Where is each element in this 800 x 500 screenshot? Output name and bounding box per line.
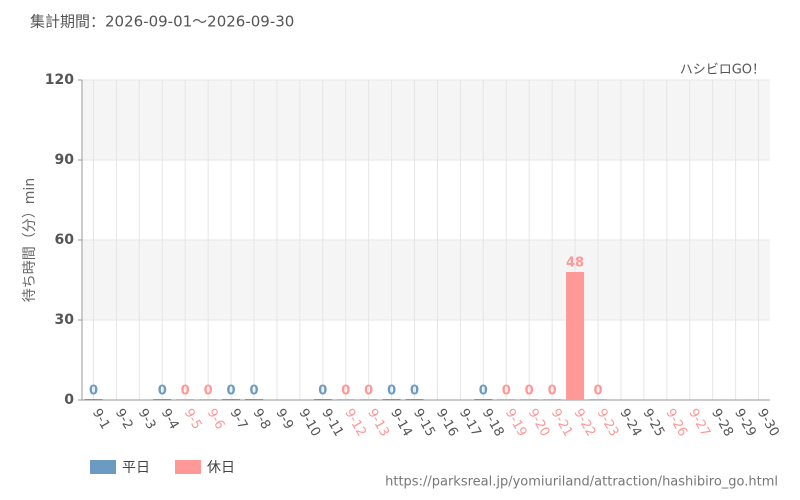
bar <box>405 399 424 400</box>
x-tick-label: 9-7 <box>227 406 251 432</box>
x-tick-label: 9-17 <box>456 406 484 439</box>
data-label: 0 <box>204 384 213 399</box>
x-tick-label: 9-15 <box>410 406 438 439</box>
x-tick-label: 9-5 <box>181 406 205 432</box>
bar <box>222 399 241 400</box>
bar <box>336 399 355 400</box>
y-tick-label: 30 <box>55 312 75 328</box>
band <box>82 80 770 160</box>
x-tick-label: 9-1 <box>89 406 113 432</box>
x-tick-label: 9-8 <box>250 406 274 432</box>
bar <box>520 399 539 400</box>
bar <box>543 399 562 400</box>
x-tick-label: 9-29 <box>731 406 759 439</box>
data-label: 0 <box>227 384 236 399</box>
x-tick-label: 9-21 <box>548 406 576 439</box>
data-label: 0 <box>593 384 602 399</box>
x-tick-label: 9-18 <box>479 406 507 439</box>
data-label: 0 <box>364 384 373 399</box>
y-tick-label: 90 <box>55 152 75 168</box>
legend-label: 休日 <box>207 460 235 476</box>
bar <box>566 272 585 400</box>
x-tick-label: 9-23 <box>594 406 622 439</box>
data-label: 0 <box>525 384 534 399</box>
x-tick-label: 9-25 <box>639 406 667 439</box>
x-tick-label: 9-14 <box>387 406 415 439</box>
x-tick-label: 9-24 <box>616 406 644 439</box>
data-label: 0 <box>318 384 327 399</box>
x-tick-label: 9-22 <box>571 406 599 439</box>
bar <box>589 399 607 400</box>
watermark: ハシビロGO！ <box>680 63 765 78</box>
x-tick-label: 9-16 <box>433 406 461 439</box>
y-tick-label: 60 <box>55 232 75 248</box>
x-tick-label: 9-6 <box>204 406 228 432</box>
data-label: 0 <box>249 384 258 399</box>
x-tick-label: 9-2 <box>112 406 136 432</box>
x-tick-label: 9-26 <box>662 406 690 439</box>
x-tick-label: 9-10 <box>295 406 323 439</box>
x-tick-label: 9-28 <box>708 406 736 439</box>
data-label: 0 <box>158 384 167 399</box>
x-tick-label: 9-3 <box>135 406 159 432</box>
source: https://parksreal.jp/yomiuriland/attract… <box>385 475 778 490</box>
bar <box>382 399 401 400</box>
data-label: 0 <box>502 384 511 399</box>
legend-label: 平日 <box>122 460 150 476</box>
legend-swatch <box>175 460 201 474</box>
x-tick-label: 9-4 <box>158 406 182 432</box>
data-label: 0 <box>181 384 190 399</box>
bar <box>84 399 103 400</box>
x-tick-label: 9-30 <box>754 406 782 439</box>
y-tick-label: 0 <box>64 392 74 408</box>
x-tick-label: 9-20 <box>525 406 553 439</box>
data-label: 0 <box>410 384 419 399</box>
legend-swatch <box>90 460 116 474</box>
x-tick-label: 9-19 <box>502 406 530 439</box>
chart-title: 集計期間：2026-09-01〜2026-09-30 <box>30 13 294 31</box>
y-tick-label: 120 <box>45 72 74 88</box>
x-tick-label: 9-13 <box>364 406 392 439</box>
data-label: 48 <box>566 256 584 271</box>
x-tick-label: 9-9 <box>272 406 296 432</box>
bar <box>474 399 493 400</box>
data-label: 0 <box>89 384 98 399</box>
data-label: 0 <box>479 384 488 399</box>
data-label: 0 <box>341 384 350 399</box>
y-axis-title: 待ち時間（分）min <box>22 178 38 302</box>
x-tick-label: 9-12 <box>341 406 369 439</box>
band <box>82 240 770 320</box>
bar <box>497 399 516 400</box>
bar <box>199 399 218 400</box>
data-label: 0 <box>387 384 396 399</box>
bar <box>313 399 332 400</box>
data-label: 0 <box>548 384 557 399</box>
bar <box>245 399 263 400</box>
bar <box>176 399 195 400</box>
bar <box>153 399 172 400</box>
x-tick-label: 9-27 <box>685 406 713 439</box>
bar <box>359 399 378 400</box>
x-tick-label: 9-11 <box>318 406 346 439</box>
